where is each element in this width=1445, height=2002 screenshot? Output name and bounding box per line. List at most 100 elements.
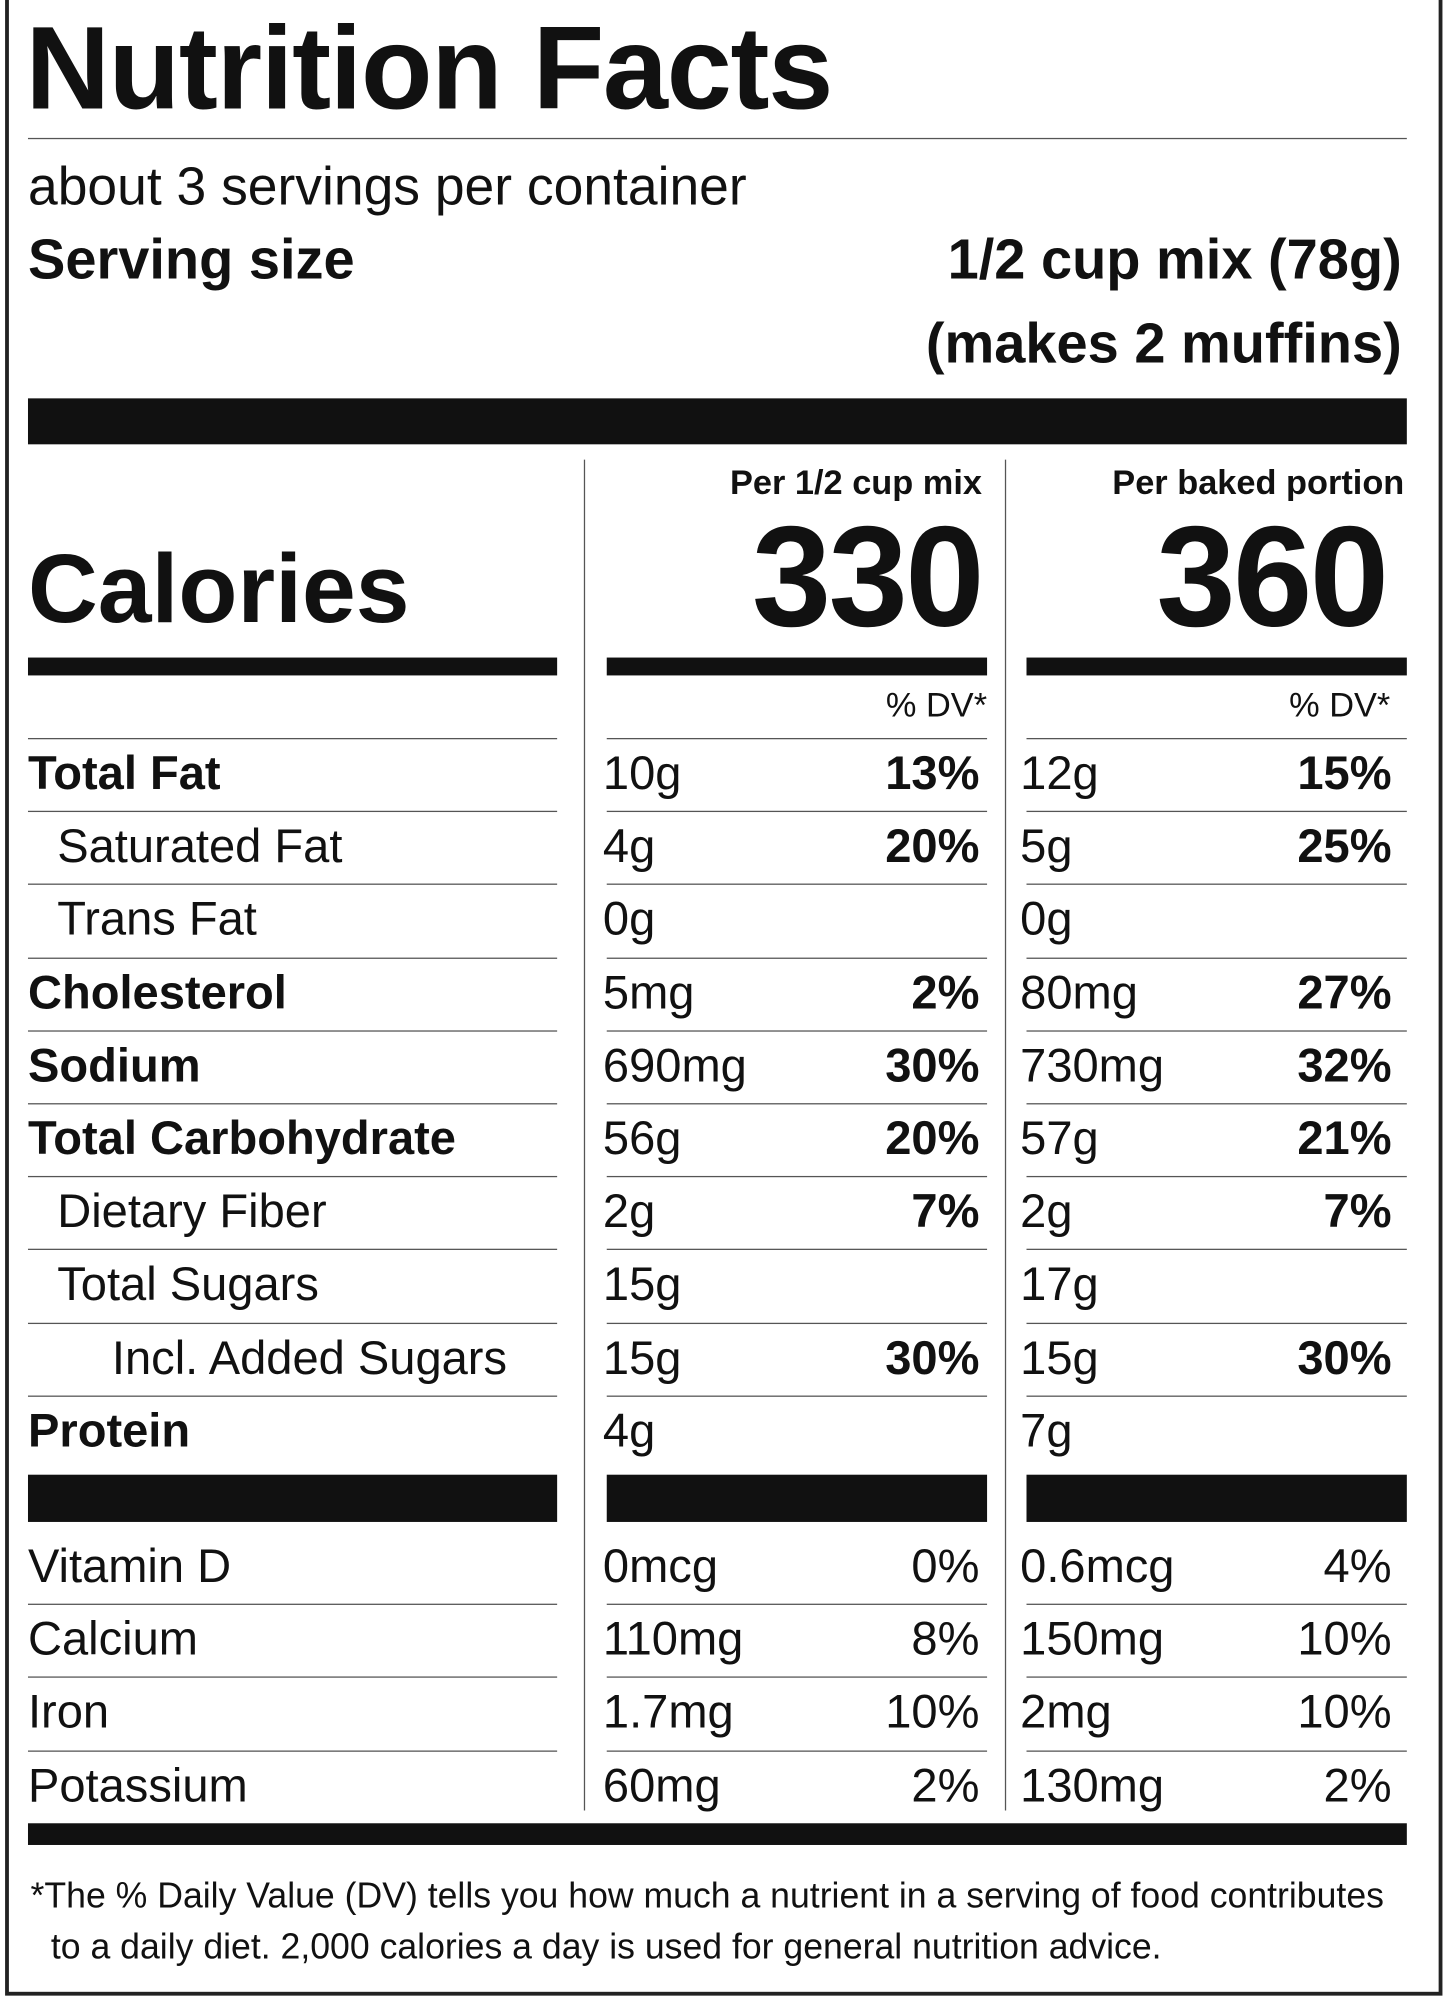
rule [606, 1322, 988, 1325]
amount: 15g [602, 1258, 682, 1311]
rule [27, 737, 558, 740]
rule [1026, 1322, 1407, 1325]
rule [606, 1175, 988, 1178]
servings: about 3 servings per container [27, 155, 747, 216]
nutrient-label: Trans Fat [57, 892, 257, 946]
rule [606, 1248, 988, 1250]
rule [1026, 883, 1407, 885]
footnote: *The % Daily Value (DV) tells you how mu… [30, 1875, 1384, 1916]
rule [27, 810, 558, 813]
amount: 1.7mg [602, 1685, 734, 1739]
rule [27, 1322, 558, 1325]
thick-bar [27, 1474, 558, 1522]
column-divider [1004, 459, 1007, 1811]
amount: 17g [1020, 1258, 1099, 1311]
calories-value: 360 [1156, 496, 1389, 657]
rule [1026, 1603, 1407, 1605]
rule [27, 883, 558, 885]
amount: 0g [1020, 892, 1073, 946]
rule [1026, 1030, 1407, 1032]
rule [27, 1248, 558, 1250]
dv-header: % DV* [885, 685, 988, 724]
daily-value: 21% [1297, 1112, 1392, 1165]
amount: 2g [1020, 1185, 1073, 1238]
rule [1026, 1103, 1407, 1105]
nutrient-label: Iron [27, 1685, 110, 1739]
column-divider [583, 459, 586, 1811]
daily-value: 32% [1297, 1039, 1392, 1092]
daily-value: 20% [885, 1112, 980, 1165]
rule [1026, 1248, 1407, 1250]
rule [606, 1395, 988, 1397]
amount: 130mg [1020, 1758, 1165, 1812]
rule [606, 1030, 988, 1032]
rule [606, 883, 988, 885]
daily-value: 2% [1323, 1758, 1392, 1812]
thick-bar [27, 1823, 1407, 1845]
rule [27, 1603, 558, 1605]
amount: 80mg [1020, 966, 1138, 1019]
rule [27, 1676, 558, 1678]
amount: 150mg [1020, 1612, 1165, 1666]
daily-value: 30% [885, 1331, 980, 1384]
nutrient-label: Incl. Added Sugars [111, 1331, 508, 1384]
footnote: to a daily diet. 2,000 calories a day is… [50, 1926, 1162, 1967]
nutrient-label: Total Carbohydrate [27, 1112, 456, 1165]
rule [27, 1030, 558, 1032]
daily-value: 7% [1323, 1185, 1392, 1238]
amount: 110mg [602, 1612, 744, 1666]
thick-bar [27, 657, 558, 676]
nutrient-label: Total Fat [27, 746, 221, 800]
rule [606, 1750, 988, 1752]
column-heading: Per baked portion [1112, 463, 1405, 502]
daily-value: 7% [911, 1185, 980, 1238]
daily-value: 13% [885, 746, 980, 800]
label-border [5, 0, 1443, 1996]
rule [27, 1395, 558, 1397]
rule [1026, 957, 1407, 959]
amount: 15g [602, 1331, 682, 1384]
amount: 56g [602, 1112, 682, 1165]
amount: 4g [602, 1404, 656, 1457]
daily-value: 20% [885, 819, 980, 873]
rule [606, 810, 988, 813]
rule [606, 1676, 988, 1678]
daily-value: 0% [911, 1539, 980, 1593]
serving-size-value: 1/2 cup mix (78g) [947, 228, 1402, 292]
nutrient-label: Potassium [27, 1758, 248, 1812]
rule [1026, 1395, 1407, 1397]
title: Nutrition Facts [25, 3, 833, 135]
daily-value: 4% [1323, 1539, 1392, 1593]
thick-bar [1026, 1474, 1407, 1522]
amount: 60mg [602, 1758, 721, 1812]
dv-header: % DV* [1289, 685, 1391, 724]
nutrient-label: Calcium [27, 1612, 198, 1666]
serving-size-label: Serving size [27, 228, 355, 292]
rule [606, 957, 988, 959]
thick-bar [606, 657, 988, 676]
daily-value: 2% [911, 966, 980, 1019]
nutrient-label: Dietary Fiber [57, 1185, 327, 1238]
calories-label: Calories [27, 534, 410, 644]
amount: 0g [602, 892, 656, 946]
daily-value: 27% [1297, 966, 1392, 1019]
rule [1026, 1750, 1407, 1752]
amount: 7g [1020, 1404, 1073, 1457]
amount: 5g [1020, 819, 1073, 873]
rule [606, 1103, 988, 1105]
daily-value: 30% [1297, 1331, 1392, 1384]
rule [27, 957, 558, 959]
nutrient-label: Total Sugars [57, 1258, 319, 1311]
serving-size-note: (makes 2 muffins) [925, 312, 1402, 376]
daily-value: 10% [1297, 1612, 1392, 1666]
daily-value: 25% [1297, 819, 1392, 873]
daily-value: 30% [885, 1039, 980, 1092]
rule [606, 1603, 988, 1605]
column-heading: Per 1/2 cup mix [729, 463, 982, 502]
thick-bar [606, 1474, 988, 1522]
amount: 2mg [1020, 1685, 1112, 1739]
nutrient-label: Saturated Fat [57, 819, 343, 873]
amount: 15g [1020, 1331, 1099, 1384]
nutrient-label: Sodium [27, 1039, 201, 1092]
